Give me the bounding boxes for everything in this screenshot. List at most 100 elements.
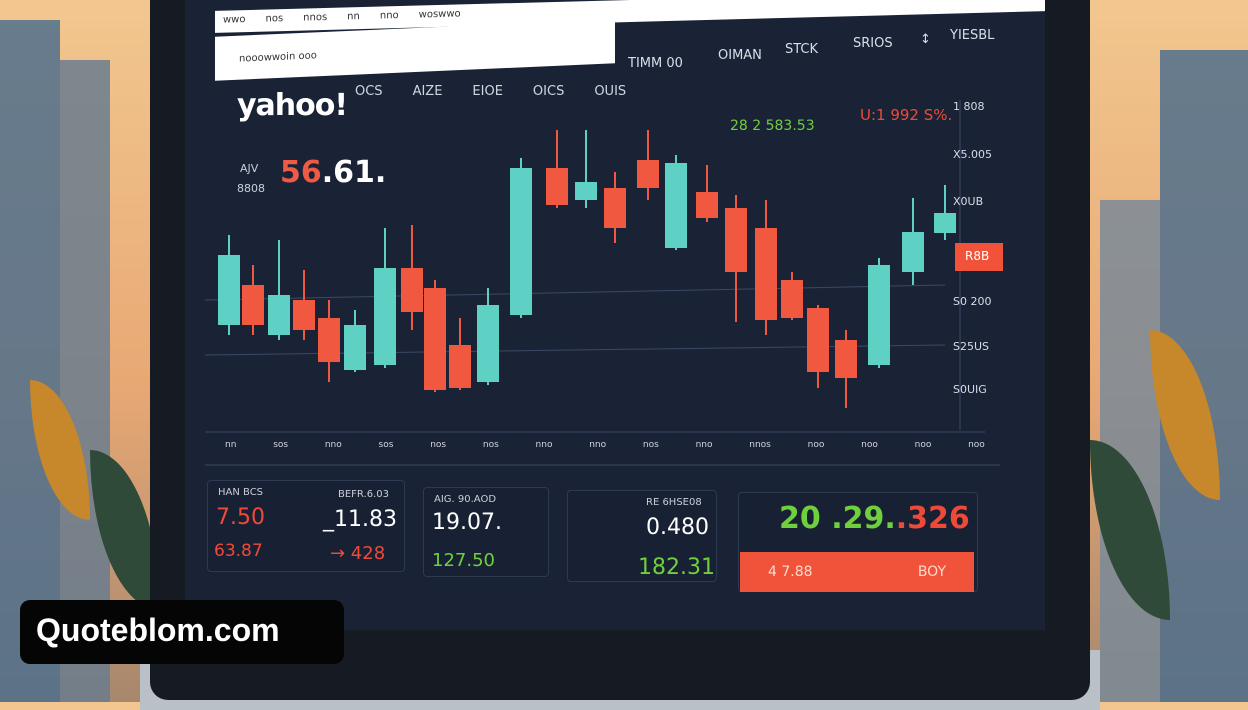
candle	[344, 310, 366, 372]
card-label: HAN BCS	[218, 487, 264, 498]
x-tick: sos	[273, 440, 289, 450]
menu-item[interactable]: OCS	[355, 84, 383, 99]
buy-price: 4 7.88	[768, 564, 813, 580]
candle-body	[477, 305, 499, 382]
candle	[781, 272, 803, 320]
candle-body	[218, 255, 240, 325]
card-value: → 428	[330, 543, 386, 564]
candle-body	[665, 163, 687, 248]
value-green: 20 .29.	[779, 501, 896, 536]
gridline	[204, 344, 946, 356]
menu-item[interactable]: EIOE	[472, 84, 503, 99]
candle	[637, 130, 659, 200]
candle	[807, 305, 829, 388]
nav-item[interactable]: OIMAN	[718, 48, 762, 63]
x-tick: noo	[807, 440, 825, 450]
candle-body	[575, 182, 597, 200]
stat-card-2[interactable]: AIG. 90.AOD 19.07. 127.50	[423, 487, 549, 577]
candle	[424, 280, 446, 392]
candle-body	[510, 168, 532, 315]
candle-body	[449, 345, 471, 388]
x-tick: nno	[589, 440, 607, 450]
candlestick-chart	[204, 100, 1000, 466]
candle-body	[401, 268, 423, 312]
candle	[902, 198, 924, 285]
candle	[477, 288, 499, 385]
stat-card-1[interactable]: HAN BCS 7.50 63.87 BEFR.6.03 _11.83 → 42…	[207, 480, 405, 572]
candle-body	[242, 285, 264, 325]
candle	[604, 172, 626, 243]
candle	[318, 300, 340, 382]
candle	[725, 195, 747, 322]
candle-body	[424, 288, 446, 390]
ticker-red: U:1 992 S%.	[860, 106, 953, 124]
x-tick: noo	[861, 440, 878, 450]
candle	[268, 240, 290, 340]
price-white: .61.	[321, 155, 387, 190]
candle	[546, 130, 568, 208]
candle-body	[835, 340, 857, 378]
card-value: 63.87	[214, 541, 263, 561]
candle	[868, 258, 890, 368]
nav-item[interactable]: YIESBL	[950, 28, 995, 43]
x-axis: nn sos nno sos nos nos nno nno nos nno nnos noo noo n…	[225, 440, 985, 450]
nav-item[interactable]: TIMM 00	[628, 56, 683, 71]
candle-body	[696, 192, 718, 218]
nav-item[interactable]: SRIOS	[853, 36, 893, 51]
candle-body	[807, 308, 829, 372]
y-tick: X5.005	[953, 148, 993, 161]
candle	[665, 155, 687, 250]
card-label: RE 6HSE08	[646, 497, 702, 508]
x-tick: nn	[225, 440, 237, 450]
card-label: BEFR.6.03	[338, 489, 389, 500]
card-value: 7.50	[216, 505, 265, 530]
candle-body	[902, 232, 924, 272]
quote-label: AJV	[240, 162, 259, 175]
candle	[934, 185, 956, 240]
menu-item[interactable]: OICS	[532, 84, 565, 99]
x-tick: nnos	[749, 440, 771, 450]
x-tick: nno	[535, 440, 553, 450]
candle-body	[637, 160, 659, 188]
candle	[401, 225, 423, 330]
y-tick: S0 200	[953, 295, 992, 308]
menu-item[interactable]: OUIS	[594, 84, 627, 99]
candle	[755, 200, 777, 335]
x-tick: nos	[430, 440, 447, 450]
x-tick: noo	[914, 440, 932, 450]
stat-card-3[interactable]: RE 6HSE08 0.480 182.31	[567, 490, 717, 582]
nav-item[interactable]: ↕	[920, 32, 931, 47]
quote-price: 56.61.	[280, 155, 386, 190]
candle-body	[868, 265, 890, 365]
buy-button[interactable]: 4 7.88 BOY	[740, 552, 974, 592]
watermark: Quoteblom.com	[20, 600, 344, 664]
quote-sub: 8808	[237, 182, 265, 195]
candle-body	[268, 295, 290, 335]
candle-body	[781, 280, 803, 318]
candle	[242, 265, 264, 335]
buy-label: BOY	[917, 564, 946, 580]
candle	[575, 130, 597, 208]
nav-item[interactable]: STCK	[785, 42, 819, 57]
y-tick: S25US	[953, 340, 990, 353]
candle	[696, 165, 718, 222]
screen: wwo nos nnos nn nno woswwo nooowwoin ooo…	[185, 0, 1045, 630]
candle-body	[293, 300, 315, 330]
ticker-green: 28 2 583.53	[730, 118, 815, 134]
yahoo-logo[interactable]: yahoo!	[237, 88, 348, 123]
candle	[449, 318, 471, 390]
x-tick: nno	[695, 440, 713, 450]
price-tag: R8B	[955, 243, 1003, 271]
card-value: 19.07.	[432, 510, 502, 535]
x-tick: nno	[324, 440, 342, 450]
candle-body	[604, 188, 626, 228]
candle-body	[934, 213, 956, 233]
price-red: 56	[280, 155, 322, 190]
card-value: _11.83	[323, 507, 397, 532]
candle-body	[725, 208, 747, 272]
candle-body	[374, 268, 396, 365]
menu-item[interactable]: AIZE	[412, 84, 443, 99]
candle-body	[344, 325, 366, 370]
gridline	[204, 284, 946, 301]
candle	[374, 228, 396, 368]
